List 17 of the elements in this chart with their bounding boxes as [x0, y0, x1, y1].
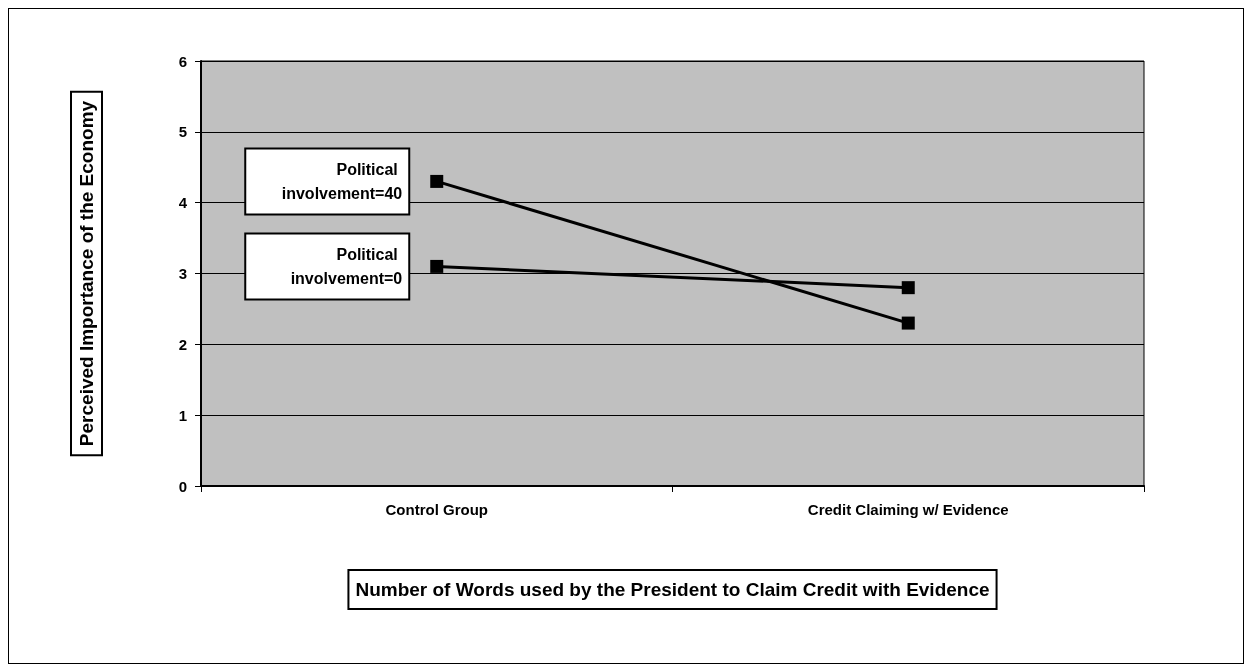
- x-tick-label: Credit Claiming w/ Evidence: [807, 501, 1009, 518]
- y-tick-label: 6: [178, 52, 187, 70]
- y-tick-label: 0: [178, 477, 187, 495]
- y-tick-label: 5: [178, 123, 187, 141]
- y-tick-label: 4: [178, 194, 188, 212]
- x-axis-title: Number of Words used by the President to Claim Credit with Evidence: [355, 579, 990, 600]
- series-label: Political involvement=0: [290, 245, 403, 287]
- y-tick-label: 3: [178, 265, 187, 282]
- point: [901, 281, 915, 295]
- y-axis-title: Perceived Importance of the Economy: [76, 100, 97, 447]
- point: [901, 316, 915, 330]
- y-tick-label: 1: [178, 406, 187, 424]
- x-tick-label: Control Group: [385, 501, 488, 518]
- point: [430, 259, 444, 273]
- series-label: Political involvement=40: [281, 160, 403, 202]
- y-tick-label: 2: [178, 335, 187, 353]
- point: [430, 174, 444, 188]
